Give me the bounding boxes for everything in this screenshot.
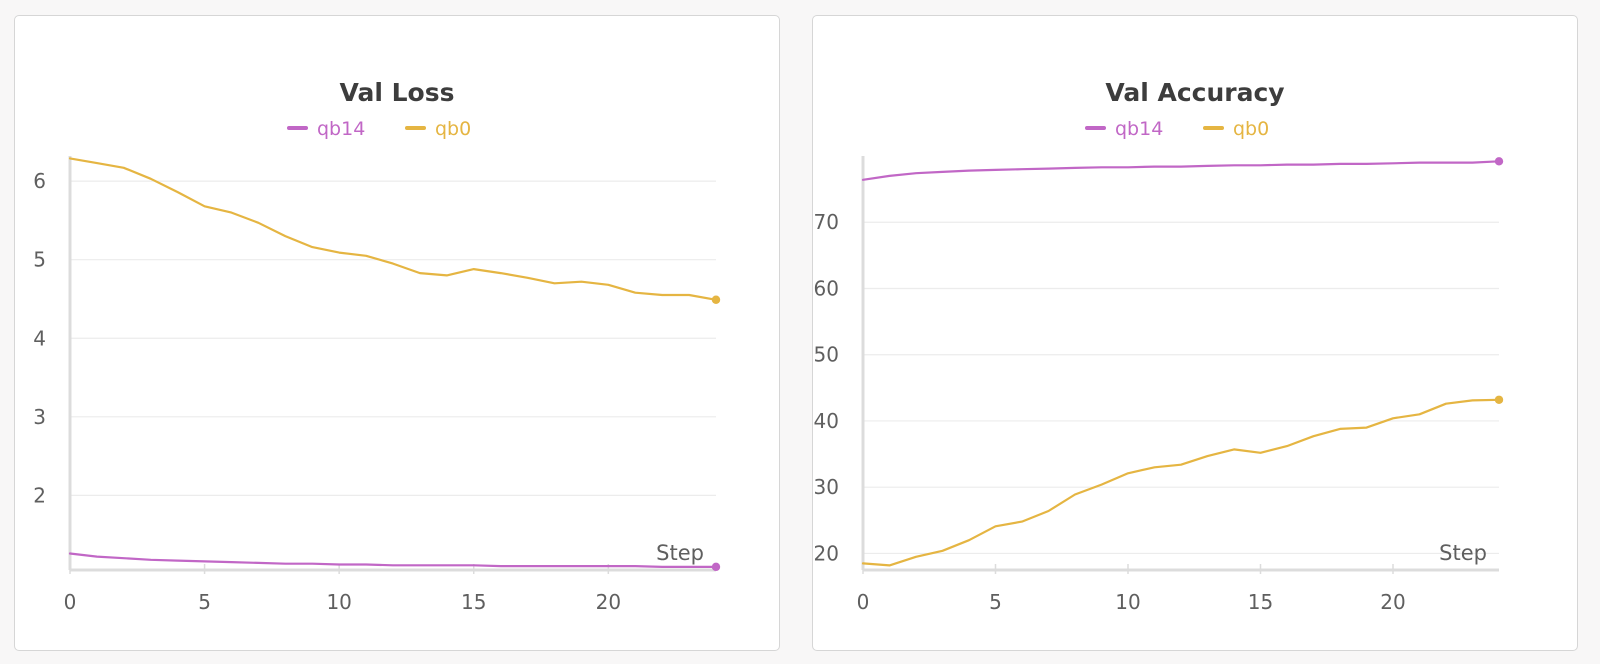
x-tick-label: 15 xyxy=(1248,590,1273,614)
chart-title: Val Accuracy xyxy=(1105,78,1284,107)
x-tick-label: 15 xyxy=(461,590,486,614)
series-line-qb0 xyxy=(68,157,718,301)
series-line-qb14 xyxy=(861,160,1501,181)
x-tick-label: 20 xyxy=(1380,590,1405,614)
y-tick-label: 4 xyxy=(33,326,46,350)
y-tick-label: 70 xyxy=(814,210,839,234)
y-tick-label: 3 xyxy=(33,405,46,429)
series-line-qb0 xyxy=(861,398,1501,567)
legend-label: qb14 xyxy=(317,118,365,140)
y-tick-label: 5 xyxy=(33,248,46,272)
x-tick-label: 20 xyxy=(596,590,621,614)
x-tick-label: 5 xyxy=(198,590,211,614)
val-accuracy-chart: Val Accuracy qb14 qb0 20 30 40 50 60 70 0 5 10 15 20 S… xyxy=(814,78,1504,614)
legend-label: qb0 xyxy=(1233,118,1269,140)
series-end-point xyxy=(1494,395,1504,404)
legend: qb14 qb0 xyxy=(287,118,471,140)
chart-title: Val Loss xyxy=(340,78,455,107)
x-tick-label: 0 xyxy=(857,590,870,614)
y-tick-label: 60 xyxy=(814,276,839,300)
y-tick-label: 30 xyxy=(814,475,839,499)
legend-item: qb14 xyxy=(287,118,365,140)
series-line-qb14 xyxy=(68,552,718,569)
x-tick-label: 10 xyxy=(1115,590,1140,614)
y-tick-label: 6 xyxy=(33,169,46,193)
series-end-point xyxy=(711,562,721,572)
y-tick-label: 2 xyxy=(33,483,46,507)
x-axis-label: Step xyxy=(656,541,704,565)
series-end-point xyxy=(1494,157,1504,166)
x-tick-label: 10 xyxy=(326,590,351,614)
val-accuracy-panel: Val Accuracy qb14 qb0 20 30 40 50 60 70 0 5 10 15 20 S… xyxy=(812,15,1578,651)
y-tick-label: 20 xyxy=(814,541,839,565)
y-tick-label: 40 xyxy=(814,409,839,433)
val-loss-chart: Val Loss qb14 qb0 2 3 4 5 6 0 5 10 15 20 Step xyxy=(33,78,721,614)
val-loss-panel: Val Loss qb14 qb0 2 3 4 5 6 0 5 10 15 20 Step xyxy=(14,15,780,651)
legend-label: qb0 xyxy=(435,118,471,140)
legend-label: qb14 xyxy=(1115,118,1163,140)
legend-item: qb0 xyxy=(405,118,471,140)
x-tick-label: 0 xyxy=(64,590,77,614)
y-tick-label: 50 xyxy=(814,343,839,367)
legend-item: qb0 xyxy=(1203,118,1269,140)
x-axis-label: Step xyxy=(1439,541,1487,565)
legend: qb14 qb0 xyxy=(1085,118,1269,140)
x-tick-label: 5 xyxy=(989,590,1002,614)
legend-item: qb14 xyxy=(1085,118,1163,140)
series-end-point xyxy=(711,295,721,304)
